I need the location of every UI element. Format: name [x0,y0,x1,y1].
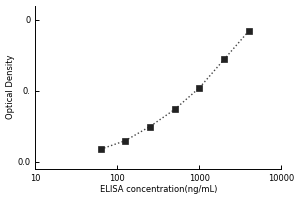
X-axis label: ELISA concentration(ng/mL): ELISA concentration(ng/mL) [100,185,217,194]
Y-axis label: Optical Density: Optical Density [6,55,15,119]
